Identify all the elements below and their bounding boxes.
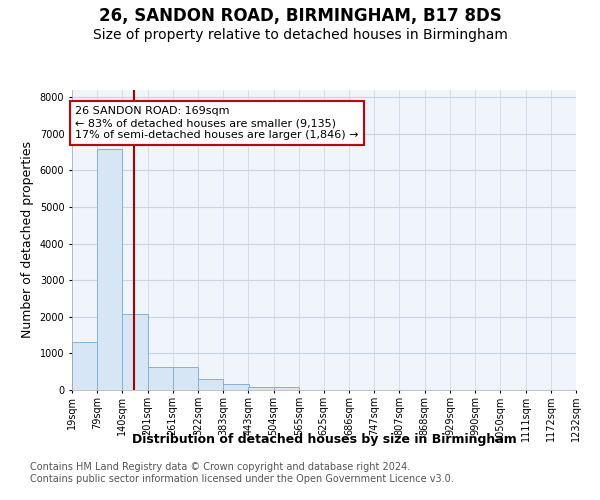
Text: 26 SANDON ROAD: 169sqm
← 83% of detached houses are smaller (9,135)
17% of semi-: 26 SANDON ROAD: 169sqm ← 83% of detached…	[76, 106, 359, 140]
Bar	[248, 386, 274, 390]
Bar	[148, 366, 173, 390]
Text: 26, SANDON ROAD, BIRMINGHAM, B17 8DS: 26, SANDON ROAD, BIRMINGHAM, B17 8DS	[98, 8, 502, 26]
Bar	[198, 379, 223, 390]
Bar	[223, 384, 248, 390]
Bar	[122, 314, 148, 390]
Bar	[173, 367, 198, 390]
Text: Contains HM Land Registry data © Crown copyright and database right 2024.: Contains HM Land Registry data © Crown c…	[30, 462, 410, 472]
Bar	[97, 148, 122, 390]
Text: Size of property relative to detached houses in Birmingham: Size of property relative to detached ho…	[92, 28, 508, 42]
Y-axis label: Number of detached properties: Number of detached properties	[21, 142, 34, 338]
Bar	[72, 342, 97, 390]
Text: Contains public sector information licensed under the Open Government Licence v3: Contains public sector information licen…	[30, 474, 454, 484]
Text: Distribution of detached houses by size in Birmingham: Distribution of detached houses by size …	[131, 432, 517, 446]
Bar	[274, 387, 299, 390]
